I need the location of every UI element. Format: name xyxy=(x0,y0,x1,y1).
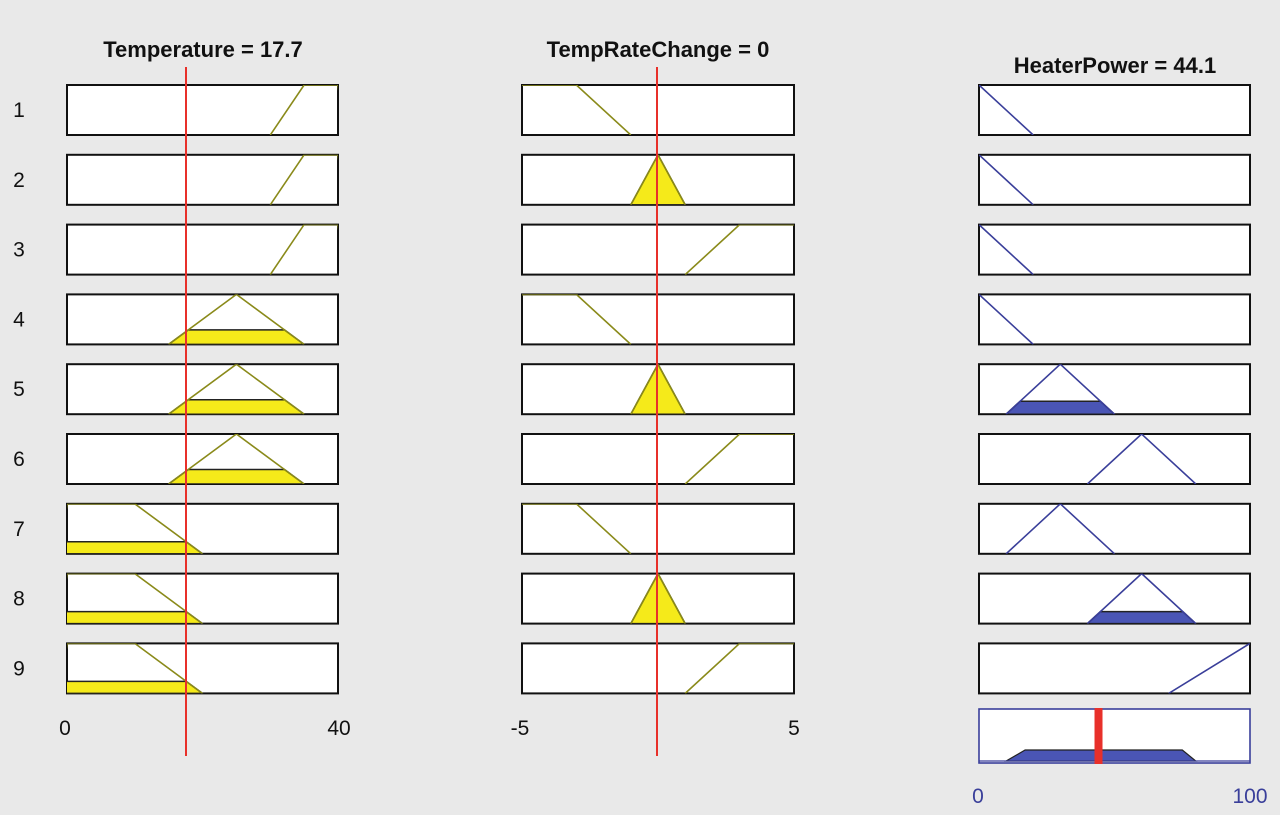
temperature-fired-area xyxy=(67,541,204,554)
temp-rate-change-plot xyxy=(684,643,794,694)
heater-power-title: HeaterPower = 44.1 xyxy=(1014,53,1216,78)
heater-power-mf-line xyxy=(979,85,1034,135)
temp-rate-change-plot xyxy=(522,294,632,345)
temp-rate-change-mf-line xyxy=(522,85,632,135)
heater-power-mf-line xyxy=(1086,573,1197,624)
heater-power-mf-line xyxy=(1168,643,1250,694)
temperature-mf-line xyxy=(67,573,203,624)
heater-power-axis-max: 100 xyxy=(1232,785,1267,808)
temperature-mf-line xyxy=(269,85,338,135)
heater-power-mf-line xyxy=(1005,364,1116,415)
heater-power-panel-box xyxy=(978,293,1251,346)
temp-rate-change-mf-line xyxy=(630,154,686,205)
rule-number: 4 xyxy=(13,308,25,331)
heater-power-fired-area xyxy=(1004,400,1116,415)
temperature-mf-line xyxy=(168,434,305,484)
temperature-mf-line xyxy=(168,364,305,415)
rule-row-1: 1 xyxy=(13,84,1251,136)
rule-row-6: 6 xyxy=(13,433,1251,485)
heater-power-mf-line xyxy=(1005,503,1116,554)
temperature-fired-area xyxy=(67,680,204,694)
heater-power-plot xyxy=(979,154,1034,205)
heater-power-axis-min: 0 xyxy=(972,785,984,808)
temp-rate-change-mf-line xyxy=(684,643,794,694)
temperature-plot xyxy=(269,85,338,135)
rule-number: 1 xyxy=(13,99,25,122)
heater-power-plot xyxy=(1086,434,1197,484)
temperature-axis-min: 0 xyxy=(59,717,71,740)
rule-rows: 1 2 3 4 5 6 7 8 9 xyxy=(13,84,1251,695)
temperature-mf-line xyxy=(67,503,203,554)
temperature-mf-line xyxy=(269,224,338,275)
rule-row-4: 4 xyxy=(13,293,1251,346)
temp-rate-change-mf-line xyxy=(522,503,632,554)
rule-number: 8 xyxy=(13,588,25,611)
heater-power-plot xyxy=(1086,573,1197,624)
rule-number: 6 xyxy=(13,448,25,471)
rule-number: 2 xyxy=(13,169,25,192)
rule-row-5: 5 xyxy=(13,363,1251,416)
temperature-plot xyxy=(167,364,306,415)
aggregate-output-panel xyxy=(978,708,1251,764)
heater-power-plot xyxy=(1004,364,1116,415)
temperature-mf-line xyxy=(168,294,305,345)
heater-power-mf-line xyxy=(979,224,1034,275)
rule-number: 3 xyxy=(13,239,25,262)
temp-rate-change-mf-line xyxy=(684,224,794,275)
heater-power-plot xyxy=(1005,503,1116,554)
temperature-plot xyxy=(167,434,306,484)
rule-row-7: 7 xyxy=(13,502,1251,555)
heater-power-plot xyxy=(979,224,1034,275)
heater-power-panel-box xyxy=(978,642,1251,695)
temperature-plot xyxy=(269,154,338,205)
temperature-panel-box xyxy=(66,153,339,206)
temperature-fired-area xyxy=(167,468,306,484)
heater-power-mf-line xyxy=(979,294,1034,345)
temp-rate-change-axis-max: 5 xyxy=(788,717,800,740)
temperature-fired-area xyxy=(67,610,204,624)
heater-power-mf-line xyxy=(979,154,1034,205)
heater-power-panel-box xyxy=(978,84,1251,136)
temp-rate-change-mf-line xyxy=(630,364,686,415)
temperature-mf-line xyxy=(269,154,338,205)
heater-power-plot xyxy=(979,294,1034,345)
rule-number: 5 xyxy=(13,378,25,401)
temperature-mf-line xyxy=(67,643,203,694)
temp-rate-change-plot xyxy=(684,434,794,484)
heater-power-plot xyxy=(1168,643,1250,694)
temperature-fired-area xyxy=(167,398,306,415)
heater-power-mf-line xyxy=(1086,434,1197,484)
heater-power-fired-area xyxy=(1086,610,1197,624)
temp-rate-change-plot xyxy=(522,503,632,554)
heater-power-panel-box xyxy=(978,502,1251,555)
rule-number: 9 xyxy=(13,657,25,680)
temperature-fired-area xyxy=(167,329,306,345)
temp-rate-change-mf-line xyxy=(684,434,794,484)
rule-number: 7 xyxy=(13,518,25,541)
heater-power-panel-box xyxy=(978,153,1251,206)
rule-row-3: 3 xyxy=(13,223,1251,276)
temp-rate-change-mf-line xyxy=(630,573,686,624)
temperature-panel-box xyxy=(66,84,339,136)
temperature-panel-box xyxy=(66,223,339,276)
temp-rate-change-plot xyxy=(522,85,632,135)
heater-power-panel-box xyxy=(978,223,1251,276)
temperature-plot xyxy=(269,224,338,275)
rule-row-2: 2 xyxy=(13,153,1251,206)
rule-row-9: 9 xyxy=(13,642,1251,695)
temperature-panel-box xyxy=(66,572,339,625)
temp-rate-change-plot xyxy=(684,224,794,275)
temperature-axis-max: 40 xyxy=(327,717,350,740)
temp-rate-change-title: TempRateChange = 0 xyxy=(547,37,770,62)
temperature-plot xyxy=(167,294,306,345)
temp-rate-change-mf-line xyxy=(522,294,632,345)
rule-row-8: 8 xyxy=(13,572,1251,625)
temperature-title: Temperature = 17.7 xyxy=(103,37,303,62)
temp-rate-change-axis-min: -5 xyxy=(511,717,530,740)
heater-power-plot xyxy=(979,85,1034,135)
defuzzified-output-marker xyxy=(1094,708,1103,764)
